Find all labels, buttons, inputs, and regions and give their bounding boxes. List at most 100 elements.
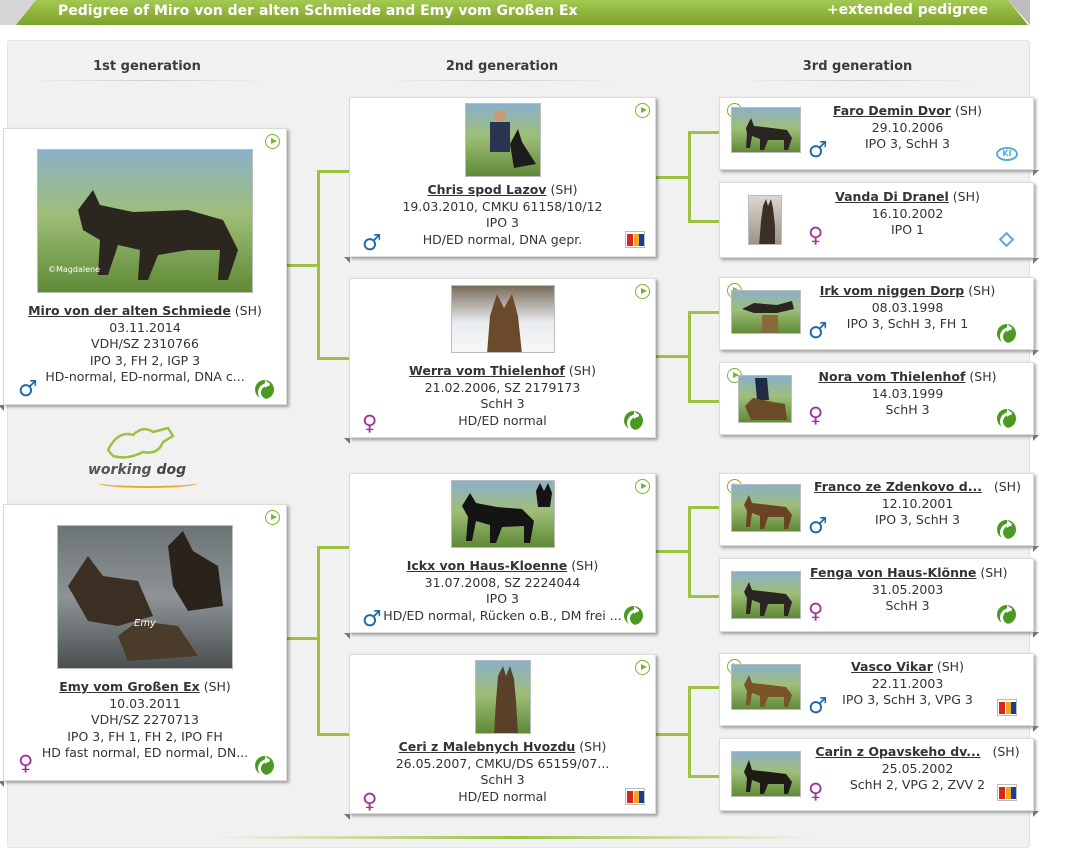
kennel-badge-icon[interactable] [624, 606, 643, 625]
male-icon: ♂ [362, 231, 382, 256]
dog-card-nora[interactable]: Nora vom Thielenhof (SH) 14.03.1999 SchH… [719, 362, 1039, 441]
dog-card-vanda[interactable]: Vanda Di Dranel (SH) 16.10.2002 IPO 1 ♀ [719, 182, 1039, 264]
connector-line [317, 170, 320, 360]
dog-silhouette-icon [744, 675, 792, 707]
male-icon: ♂ [808, 319, 828, 344]
dog-with-handler-icon [745, 378, 787, 420]
dog-photo[interactable] [450, 285, 555, 353]
dog-name-link[interactable]: Emy vom Großen Ex [59, 679, 200, 694]
dog-card-emy[interactable]: Emy Emy vom Großen Ex (SH) 10.03.2011 VD… [0, 504, 287, 787]
connector-line [317, 733, 350, 736]
play-video-icon[interactable] [265, 510, 280, 525]
pedigree-title: Pedigree of Miro von der alten Schmiede … [58, 3, 578, 19]
dog-photo[interactable]: Emy [57, 525, 233, 669]
dog-photo[interactable] [731, 484, 801, 532]
dog-sitting-icon [493, 666, 518, 733]
dog-photo[interactable] [731, 664, 801, 710]
connector-line [688, 506, 720, 509]
connector-line [656, 176, 691, 179]
dog-card-fenga[interactable]: Fenga von Haus-Klönne (SH) 31.05.2003 Sc… [719, 558, 1039, 638]
logo-dog-icon [106, 426, 175, 459]
czech-flag-icon [997, 784, 1017, 801]
play-video-icon[interactable] [265, 134, 280, 149]
play-video-icon[interactable] [635, 479, 650, 494]
connector-line [656, 733, 691, 736]
connector-line [688, 686, 720, 689]
female-icon: ♀ [362, 411, 378, 435]
female-icon: ♀ [18, 751, 34, 775]
dog-photo[interactable] [731, 290, 801, 334]
dog-photo[interactable]: ©Magdalene [37, 149, 253, 293]
dog-card-werra[interactable]: Werra vom Thielenhof (SH) 21.02.2006, SZ… [344, 278, 656, 444]
play-video-icon[interactable] [635, 660, 650, 675]
kennel-badge-icon[interactable] [997, 605, 1016, 624]
working-dog-logo: working dog [88, 420, 208, 492]
dog-silhouette-icon [744, 495, 792, 529]
pedigree-header-bar: Pedigree of Miro von der alten Schmiede … [0, 0, 1030, 25]
czech-flag-icon [997, 699, 1017, 716]
dog-name-link[interactable]: Vasco Vikar [851, 659, 933, 674]
dog-photo[interactable] [474, 660, 531, 734]
male-icon: ♂ [808, 694, 828, 719]
kennel-badge-icon[interactable] [255, 380, 274, 399]
dog-silhouette-icon [744, 582, 792, 616]
dog-photo[interactable] [731, 751, 801, 797]
connector-line [688, 131, 691, 223]
dog-name-link[interactable]: Carin z Opavskeho dv... [815, 744, 981, 759]
dog-name-link[interactable]: Franco ze Zdenkovo d... [814, 479, 982, 494]
dog-head-icon [486, 294, 522, 352]
connector-line [317, 357, 350, 360]
dog-card-carin[interactable]: Carin z Opavskeho dv... (SH) 25.05.2002 … [719, 738, 1039, 817]
connector-line [688, 400, 720, 403]
female-icon: ♀ [808, 779, 824, 803]
handler-with-dog-icon [489, 110, 536, 168]
dog-photo[interactable] [731, 107, 801, 153]
kennel-badge-icon[interactable] [997, 520, 1016, 539]
dog-card-vasco[interactable]: Vasco Vikar (SH) 22.11.2003 IPO 3, SchH … [719, 653, 1039, 732]
play-video-icon[interactable] [635, 103, 650, 118]
dog-card-ickx[interactable]: Ickx von Haus-Kloenne (SH) 31.07.2008, S… [344, 473, 656, 639]
kennel-badge-icon[interactable] [255, 756, 274, 775]
dog-name-link[interactable]: Vanda Di Dranel [835, 189, 949, 204]
connector-line [656, 355, 691, 358]
dog-silhouette-icon [746, 118, 792, 150]
dog-name-link[interactable]: Chris spod Lazov [427, 182, 547, 197]
kennel-badge-icon[interactable] [997, 324, 1016, 343]
dog-card-ceri[interactable]: Ceri z Malebnych Hvozdu (SH) 26.05.2007,… [344, 654, 656, 820]
dog-silhouette-icon [461, 483, 552, 543]
generation-1-heading: 1st generation [22, 59, 272, 81]
dog-card-faro[interactable]: Faro Demin Dvor (SH) 29.10.2006 IPO 3, S… [719, 97, 1039, 176]
dog-name-link[interactable]: Irk vom niggen Dorp [819, 283, 965, 298]
dog-name-link[interactable]: Fenga von Haus-Klönne [810, 565, 977, 580]
play-video-icon[interactable] [635, 284, 650, 299]
dog-name-link[interactable]: Nora vom Thielenhof [818, 369, 966, 384]
dog-photo[interactable] [450, 480, 555, 548]
connector-line [287, 264, 320, 267]
female-icon: ♀ [362, 789, 378, 813]
female-icon: ♀ [808, 223, 824, 247]
dog-name-link[interactable]: Faro Demin Dvor [832, 103, 951, 118]
dog-name-link[interactable]: Ceri z Malebnych Hvozdu [398, 739, 576, 754]
generation-2-heading: 2nd generation [382, 59, 622, 81]
connector-line [688, 506, 691, 598]
male-icon: ♂ [18, 377, 38, 402]
dog-photo[interactable] [748, 195, 782, 245]
kennel-badge-icon[interactable] [997, 409, 1016, 428]
connector-line [656, 550, 691, 553]
dog-name-link[interactable]: Werra vom Thielenhof [409, 363, 565, 378]
dog-silhouette-icon [78, 190, 238, 280]
dog-photo[interactable] [738, 375, 792, 423]
kennel-badge-icon[interactable] [624, 411, 643, 430]
dog-card-irk[interactable]: Irk vom niggen Dorp (SH) 08.03.1998 IPO … [719, 277, 1039, 356]
extended-pedigree-link[interactable]: +extended pedigree [826, 2, 988, 18]
dog-name-link[interactable]: Ickx von Haus-Kloenne [406, 558, 568, 573]
dog-photo[interactable] [464, 103, 541, 177]
male-icon: ♂ [362, 607, 382, 632]
dog-card-chris[interactable]: Chris spod Lazov (SH) 19.03.2010, CMKU 6… [344, 97, 656, 263]
connector-line [688, 311, 720, 314]
registry-ring-icon: KI [996, 147, 1018, 161]
dog-card-franco[interactable]: Franco ze Zdenkovo d... (SH) 12.10.2001 … [719, 473, 1039, 552]
dog-name-link[interactable]: Miro von der alten Schmiede [28, 303, 231, 318]
dog-photo[interactable] [731, 571, 801, 619]
dog-card-miro[interactable]: ©Magdalene Miro von der alten Schmiede (… [0, 128, 287, 411]
